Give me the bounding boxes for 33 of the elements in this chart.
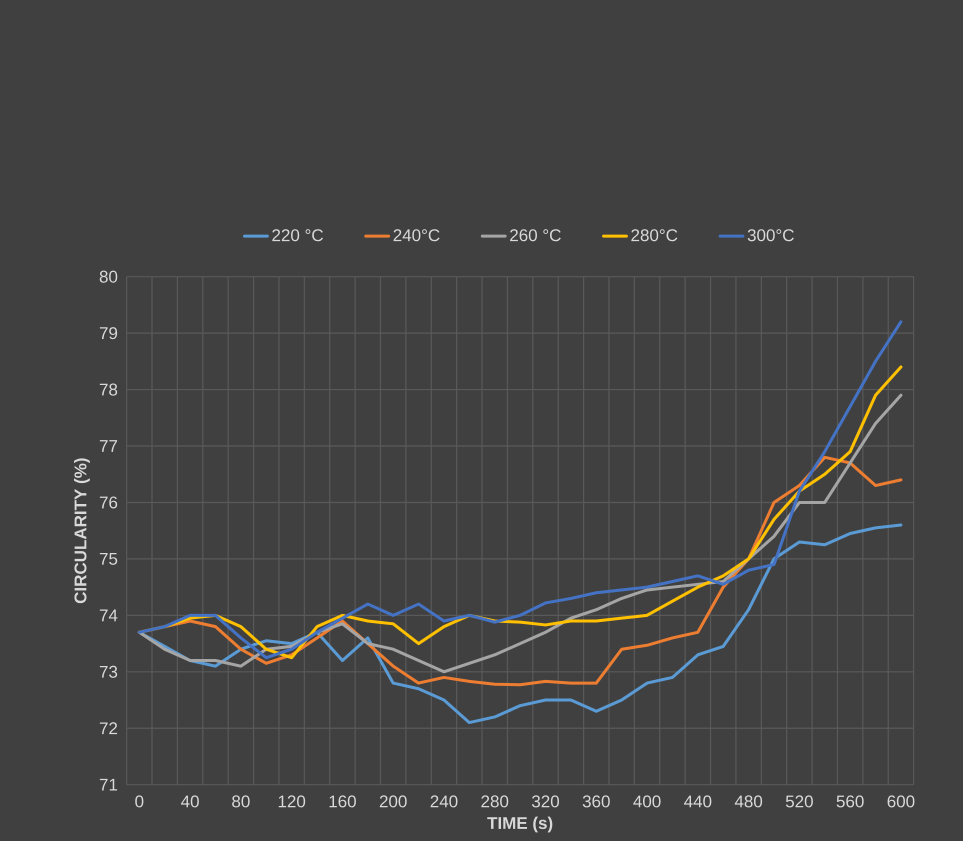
y-tick-label: 79 bbox=[100, 327, 118, 340]
x-tick-label: 200 bbox=[380, 795, 407, 808]
legend-label: 240°C bbox=[394, 229, 440, 242]
y-tick-label: 78 bbox=[100, 384, 118, 396]
x-tick-label: 520 bbox=[786, 795, 813, 808]
y-tick-label: 73 bbox=[100, 666, 118, 678]
legend-label: 300°C bbox=[748, 229, 794, 242]
x-tick-label: 440 bbox=[684, 795, 712, 808]
x-tick-label: 120 bbox=[278, 795, 306, 808]
y-axis-title: CIRCULARITY (%) bbox=[74, 458, 90, 604]
x-tick-label: 560 bbox=[836, 795, 864, 808]
y-tick-label: 74 bbox=[100, 610, 118, 622]
x-tick-label: 240 bbox=[430, 795, 458, 808]
x-tick-label: 320 bbox=[532, 795, 560, 808]
y-tick-label: 71 bbox=[100, 778, 118, 791]
x-tick-label: 80 bbox=[232, 795, 250, 808]
x-tick-label: 480 bbox=[734, 795, 762, 808]
x-tick-label: 160 bbox=[330, 795, 356, 808]
x-tick-label: 600 bbox=[888, 795, 914, 808]
y-tick-label: 76 bbox=[100, 496, 118, 508]
legend-label: 260 °C bbox=[510, 229, 561, 242]
x-tick-label: 280 bbox=[481, 795, 508, 808]
y-tick-label: 80 bbox=[100, 270, 118, 283]
x-tick-label: 400 bbox=[633, 795, 661, 808]
legend-label: 220 °C bbox=[272, 229, 323, 242]
y-tick-label: 72 bbox=[100, 722, 118, 734]
y-tick-label: 77 bbox=[100, 440, 118, 452]
x-tick-label: 0 bbox=[135, 795, 144, 808]
x-axis-title: TIME (s) bbox=[487, 816, 552, 832]
x-tick-label: 360 bbox=[582, 795, 610, 808]
x-tick-label: 40 bbox=[181, 795, 199, 808]
legend-label: 280°C bbox=[631, 229, 678, 242]
y-tick-label: 75 bbox=[100, 552, 118, 565]
